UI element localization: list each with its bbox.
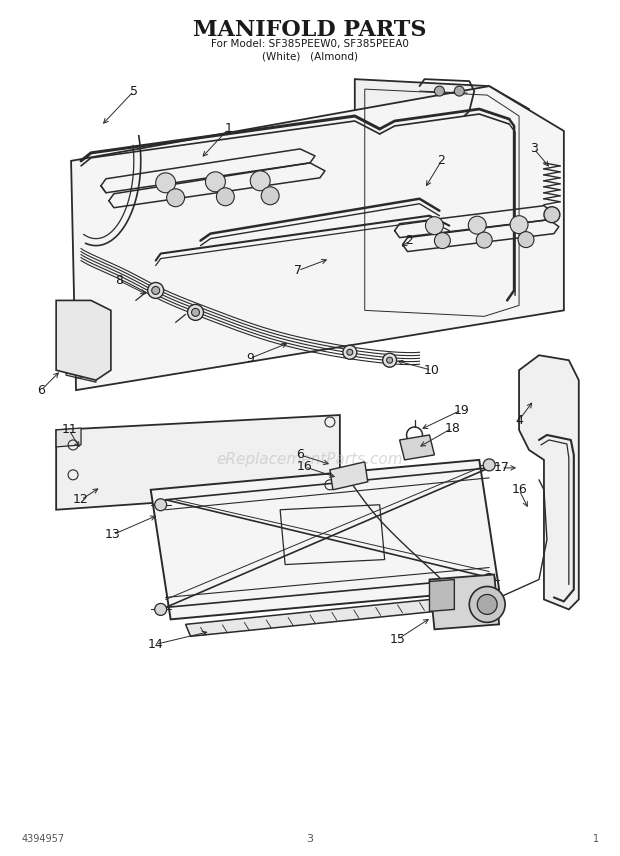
Circle shape	[477, 594, 497, 615]
Circle shape	[383, 354, 397, 367]
Polygon shape	[71, 86, 564, 390]
Text: 3: 3	[530, 142, 538, 156]
Circle shape	[435, 86, 445, 96]
Circle shape	[155, 499, 167, 511]
Circle shape	[468, 217, 486, 235]
Circle shape	[250, 171, 270, 191]
Text: 14: 14	[148, 638, 164, 651]
Polygon shape	[56, 415, 340, 509]
Text: 18: 18	[445, 421, 460, 435]
Circle shape	[188, 305, 203, 320]
Text: 10: 10	[423, 364, 440, 377]
Circle shape	[510, 216, 528, 234]
Text: 16: 16	[297, 461, 313, 473]
Text: MANIFOLD PARTS: MANIFOLD PARTS	[193, 20, 427, 41]
Circle shape	[387, 357, 392, 363]
Circle shape	[476, 232, 492, 248]
Text: 17: 17	[493, 461, 509, 474]
Circle shape	[425, 217, 443, 235]
Circle shape	[155, 603, 167, 615]
Polygon shape	[151, 460, 499, 620]
Circle shape	[347, 349, 353, 355]
Circle shape	[518, 232, 534, 247]
Text: (White)   (Almond): (White) (Almond)	[262, 51, 358, 62]
Polygon shape	[519, 355, 579, 609]
Circle shape	[454, 86, 464, 96]
Polygon shape	[56, 300, 111, 380]
Text: 4394957: 4394957	[21, 834, 64, 844]
Circle shape	[152, 287, 160, 294]
Polygon shape	[185, 592, 504, 636]
Circle shape	[435, 233, 450, 248]
Polygon shape	[56, 428, 81, 447]
Circle shape	[167, 189, 185, 206]
Circle shape	[261, 187, 279, 205]
Circle shape	[469, 586, 505, 622]
Circle shape	[205, 172, 226, 192]
Text: 4: 4	[515, 413, 523, 426]
Text: 6: 6	[296, 449, 304, 461]
Polygon shape	[430, 580, 454, 611]
Circle shape	[483, 459, 495, 471]
Text: 8: 8	[115, 274, 123, 287]
Circle shape	[216, 187, 234, 205]
Text: For Model: SF385PEEW0, SF385PEEA0: For Model: SF385PEEW0, SF385PEEA0	[211, 39, 409, 50]
Circle shape	[148, 282, 164, 299]
Text: 1: 1	[593, 834, 599, 844]
Text: 15: 15	[389, 633, 405, 645]
Text: 2: 2	[438, 154, 445, 168]
Circle shape	[192, 308, 200, 317]
Text: 7: 7	[294, 264, 302, 277]
Text: 5: 5	[130, 85, 138, 98]
Text: 13: 13	[105, 528, 121, 541]
Polygon shape	[355, 79, 529, 323]
Polygon shape	[66, 366, 96, 382]
Text: 6: 6	[37, 383, 45, 396]
Text: 2: 2	[405, 234, 414, 247]
Polygon shape	[400, 435, 435, 460]
Polygon shape	[430, 574, 499, 629]
Circle shape	[407, 445, 417, 455]
Text: 1: 1	[224, 122, 232, 135]
Text: 9: 9	[246, 352, 254, 365]
Text: eReplacementParts.com: eReplacementParts.com	[216, 453, 404, 467]
Text: 3: 3	[306, 834, 314, 844]
Circle shape	[418, 443, 428, 453]
Circle shape	[483, 574, 495, 586]
Polygon shape	[330, 462, 368, 490]
Circle shape	[156, 173, 175, 193]
Text: 11: 11	[61, 424, 77, 437]
Text: 16: 16	[511, 484, 527, 496]
Circle shape	[343, 345, 356, 360]
Circle shape	[544, 206, 560, 223]
Text: 12: 12	[73, 493, 89, 506]
Text: 19: 19	[453, 403, 469, 417]
